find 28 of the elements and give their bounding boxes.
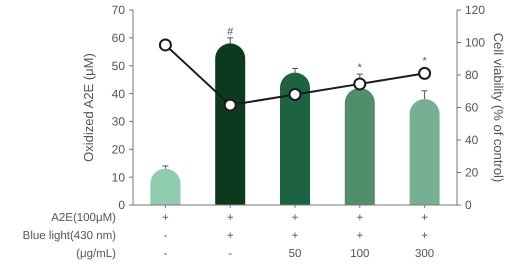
- text: (μg/mL): [76, 248, 116, 260]
- y2-tick-label: 20: [465, 166, 479, 180]
- text: Blue light(430 nm): [22, 230, 116, 242]
- y-tick-label: 10: [112, 170, 126, 184]
- y-tick-label: 30: [112, 114, 126, 129]
- y2-tick-label: 80: [465, 68, 479, 82]
- y2-tick-label: 120: [465, 3, 486, 18]
- x-tick-label: + + -: [226, 212, 234, 260]
- x-tick-label: + + 100: [350, 212, 370, 260]
- y-tick-label: 50: [112, 58, 126, 73]
- text: A2E(100μM): [51, 212, 116, 224]
- x-tick-label: + + 300: [415, 212, 434, 260]
- annotation: *: [358, 62, 363, 74]
- y-tick-label: 0: [118, 198, 126, 212]
- y-tick-label: 20: [112, 142, 126, 156]
- annotation: *: [422, 55, 428, 68]
- y-axis-title: Oxidized A2E (μM): [81, 53, 96, 162]
- y2-tick-label: 100: [465, 36, 486, 50]
- y-tick-label: 70: [112, 3, 126, 18]
- x-tick-label: + - -: [162, 212, 170, 260]
- y-tick-label: 40: [112, 86, 126, 101]
- x-tick-label: + + 50: [288, 212, 302, 260]
- annotation: #: [227, 26, 234, 38]
- y-tick-label: 60: [112, 31, 126, 46]
- y2-tick-label: 60: [465, 100, 479, 115]
- y2-tick-label: 0: [465, 198, 472, 212]
- y2-tick-label: 40: [465, 133, 479, 148]
- y2-axis-title: Cell viability (% of control): [491, 32, 506, 182]
